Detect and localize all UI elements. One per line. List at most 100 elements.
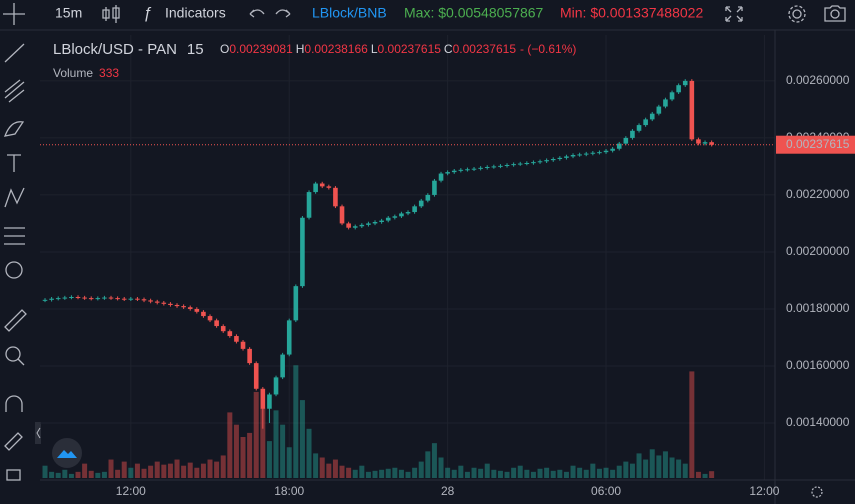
candle-body <box>590 152 596 154</box>
candle-body <box>339 206 345 224</box>
volume-bar <box>451 469 457 478</box>
measure-tool[interactable] <box>4 309 27 332</box>
text-tool[interactable] <box>7 154 21 172</box>
volume-bar <box>418 461 424 478</box>
x-tick-label: 18:00 <box>274 484 304 498</box>
pair-link[interactable]: LBlock/BNB <box>312 5 387 21</box>
volume-bar <box>68 473 74 478</box>
brush-tool[interactable] <box>3 121 25 137</box>
collapse-tab[interactable] <box>35 422 41 444</box>
candle-body <box>95 298 101 300</box>
volume-bar <box>174 459 180 478</box>
crosshair-icon[interactable] <box>3 3 25 25</box>
volume-bar <box>42 465 48 478</box>
candle-body <box>240 341 246 349</box>
volume-bar <box>643 459 649 478</box>
fib-tool[interactable] <box>4 79 25 103</box>
icon-tool[interactable] <box>5 261 23 279</box>
volume-bar <box>669 457 675 478</box>
left-toolbar <box>3 43 27 481</box>
y-tick-label: 0.00180000 <box>786 301 850 315</box>
candle-body <box>425 194 431 201</box>
screenshot-icon[interactable] <box>824 5 846 22</box>
volume-bar <box>695 471 701 478</box>
redo-icon[interactable] <box>275 9 291 18</box>
volume-bar <box>75 471 81 478</box>
interval-button[interactable]: 15m <box>55 5 82 21</box>
volume-bar <box>101 471 107 478</box>
volume-bar <box>676 459 682 478</box>
prediction-tool[interactable] <box>4 227 25 245</box>
volume-bar <box>128 467 134 478</box>
candle-body <box>121 298 127 300</box>
zoom-tool[interactable] <box>5 346 21 362</box>
candle-body <box>445 172 450 174</box>
ohlc-legend: O0.00239081 H0.00238166 L0.00237615 C0.0023… <box>220 42 576 56</box>
volume-bar <box>240 437 246 478</box>
volume-bar <box>121 461 127 478</box>
last-price-box <box>776 135 855 154</box>
chart-type-icon[interactable] <box>102 5 120 23</box>
candle-body <box>214 320 219 327</box>
candle-body <box>69 296 74 298</box>
candle-body <box>603 150 609 153</box>
volume-bar <box>55 472 61 478</box>
volume-bar <box>438 457 444 478</box>
axis-settings-icon[interactable] <box>811 486 823 498</box>
max-price: Max: $0.00548057867 <box>404 5 544 21</box>
candle-body <box>187 307 193 309</box>
volume-bar <box>233 424 239 478</box>
volume-bar <box>372 470 378 478</box>
undo-icon[interactable] <box>249 9 265 18</box>
candle-body <box>676 85 681 93</box>
volume-bar <box>563 471 569 478</box>
volume-bar <box>577 467 583 478</box>
candle-body <box>135 298 140 300</box>
candle-body <box>451 170 457 173</box>
volume-bar <box>471 467 477 478</box>
trend-line-tool[interactable] <box>4 43 25 63</box>
volume-bar <box>181 465 187 478</box>
pattern-tool[interactable] <box>4 187 25 208</box>
volume-bar <box>108 459 114 478</box>
candle-body <box>432 180 437 195</box>
volume-bar <box>148 465 154 478</box>
lock-drawing-tool[interactable] <box>4 432 23 451</box>
volume-bar <box>702 473 708 478</box>
indicators-button[interactable]: Indicators <box>165 5 226 21</box>
fullscreen-icon[interactable] <box>725 6 743 22</box>
volume-bar <box>412 467 418 478</box>
candle-body <box>194 308 200 312</box>
volume-bar <box>319 457 325 478</box>
volume-bar <box>207 459 213 478</box>
settings-icon[interactable] <box>792 9 802 19</box>
volume-bar <box>392 467 398 478</box>
volume-bar <box>187 462 193 478</box>
last-price-label: 0.00237615 <box>786 137 850 151</box>
volume-bar <box>458 465 464 478</box>
magnet-tool[interactable] <box>5 395 23 412</box>
candle-body <box>319 183 325 187</box>
volume-bar <box>431 443 437 478</box>
candle-body <box>42 299 48 301</box>
candle-body <box>570 155 576 157</box>
lock-tool[interactable] <box>6 469 21 481</box>
candle-body <box>227 331 233 337</box>
volume-bar <box>247 432 253 478</box>
x-tick-label: 12:00 <box>749 484 779 498</box>
candle-body <box>491 166 497 168</box>
volume-bar <box>398 469 404 478</box>
candle-body <box>465 169 470 171</box>
volume-legend: Volume 333 <box>53 66 119 80</box>
volume-bar <box>385 468 391 478</box>
candle-body <box>372 222 378 224</box>
fx-icon[interactable]: ƒ <box>143 5 152 22</box>
volume-bar <box>623 461 629 478</box>
candle-body <box>234 336 239 342</box>
candle-body <box>62 297 68 299</box>
volume-bar <box>709 471 715 478</box>
volume-bar <box>629 463 635 478</box>
candle-body <box>702 142 708 144</box>
candle-body <box>636 125 642 131</box>
volume-bar <box>524 469 530 478</box>
